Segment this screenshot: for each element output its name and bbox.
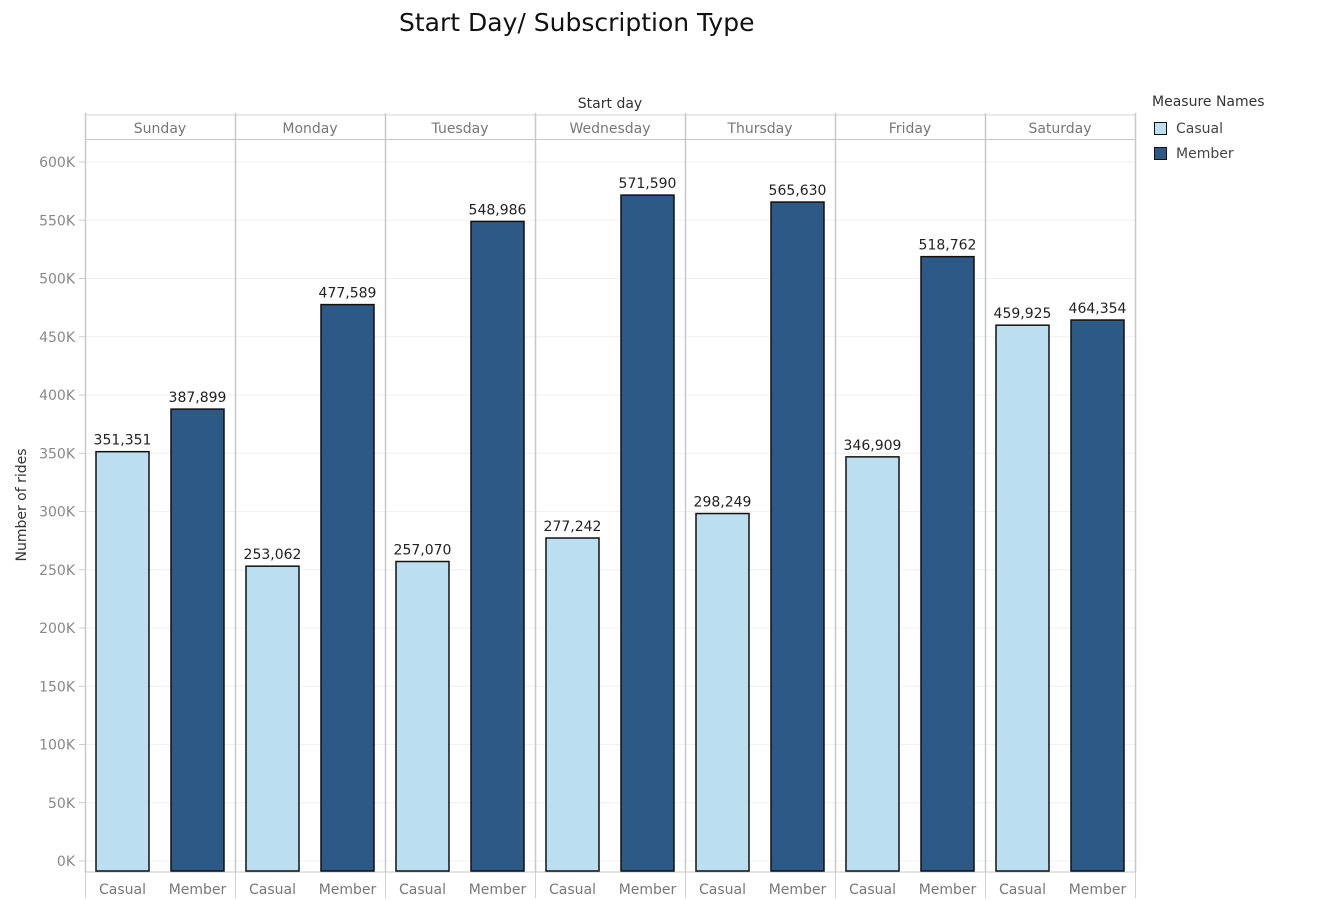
- bar-casual-sunday: [95, 450, 150, 872]
- legend-swatch-casual: [1154, 122, 1167, 135]
- x-tick-label: Casual: [699, 882, 746, 898]
- y-tick-label: 150K: [39, 679, 76, 695]
- bar-casual-friday: [845, 456, 900, 872]
- column-header-saturday: Saturday: [1028, 121, 1091, 137]
- data-label: 464,354: [1069, 301, 1127, 317]
- y-tick-label: 400K: [39, 388, 76, 404]
- y-tick-label: 300K: [39, 505, 76, 521]
- column-header-monday: Monday: [282, 121, 337, 137]
- x-tick-label: Member: [469, 882, 527, 898]
- bar-casual-saturday: [995, 324, 1050, 872]
- bar-casual-tuesday: [395, 560, 450, 872]
- x-tick-label: Member: [769, 882, 827, 898]
- column-header-tuesday: Tuesday: [431, 121, 489, 137]
- y-tick-label: 500K: [39, 272, 76, 288]
- column-header-friday: Friday: [889, 121, 931, 137]
- data-label: 518,762: [919, 238, 977, 254]
- legend-swatch-member: [1154, 147, 1167, 160]
- bar-member-monday: [320, 303, 375, 872]
- data-label: 571,590: [619, 176, 677, 192]
- legend-title: Measure Names: [1152, 94, 1265, 110]
- legend-item-casual[interactable]: Casual: [1152, 116, 1265, 141]
- y-tick-label: 550K: [39, 213, 76, 229]
- legend-item-member[interactable]: Member: [1152, 141, 1265, 166]
- bar-member-sunday: [170, 408, 225, 872]
- legend-label-member: Member: [1176, 145, 1234, 162]
- data-label: 257,070: [394, 543, 452, 559]
- legend: Measure Names Casual Member: [1152, 94, 1265, 166]
- data-label: 459,925: [994, 306, 1052, 322]
- bar-member-thursday: [770, 201, 825, 872]
- x-tick-label: Casual: [249, 882, 296, 898]
- bar-casual-wednesday: [545, 537, 600, 872]
- data-label: 346,909: [844, 438, 902, 454]
- y-tick-label: 600K: [39, 155, 76, 171]
- y-tick-label: 100K: [39, 738, 76, 754]
- data-label: 351,351: [94, 433, 152, 449]
- y-tick-label: 450K: [39, 330, 76, 346]
- bar-member-saturday: [1070, 319, 1125, 872]
- bar-member-wednesday: [620, 194, 675, 872]
- x-tick-label: Member: [319, 882, 377, 898]
- data-label: 253,062: [244, 547, 302, 563]
- x-tick-label: Member: [1069, 882, 1127, 898]
- x-tick-label: Casual: [549, 882, 596, 898]
- column-header-thursday: Thursday: [726, 121, 792, 137]
- data-label: 565,630: [769, 183, 827, 199]
- data-label: 277,242: [544, 519, 602, 535]
- x-tick-label: Casual: [99, 882, 146, 898]
- column-header-sunday: Sunday: [134, 121, 186, 137]
- data-label: 298,249: [694, 495, 752, 511]
- column-header-title: Start day: [578, 96, 642, 112]
- y-tick-label: 50K: [48, 796, 76, 812]
- x-tick-label: Casual: [399, 882, 446, 898]
- chart-title: Start Day/ Subscription Type: [399, 8, 755, 37]
- x-tick-label: Casual: [849, 882, 896, 898]
- bar-member-tuesday: [470, 220, 525, 872]
- data-label: 387,899: [169, 390, 227, 406]
- y-tick-label: 250K: [39, 563, 76, 579]
- x-tick-label: Member: [919, 882, 977, 898]
- y-tick-label: 0K: [57, 854, 76, 870]
- legend-label-casual: Casual: [1176, 120, 1223, 137]
- x-tick-label: Member: [619, 882, 677, 898]
- x-tick-label: Casual: [999, 882, 1046, 898]
- bar-member-friday: [920, 255, 975, 872]
- bar-casual-monday: [245, 565, 300, 872]
- data-label: 548,986: [469, 202, 527, 218]
- y-tick-label: 350K: [39, 446, 76, 462]
- column-header-wednesday: Wednesday: [569, 121, 650, 137]
- bar-casual-thursday: [695, 512, 750, 872]
- x-tick-label: Member: [169, 882, 227, 898]
- data-label: 477,589: [319, 286, 377, 302]
- y-axis-title: Number of rides: [14, 448, 30, 561]
- y-tick-label: 200K: [39, 621, 76, 637]
